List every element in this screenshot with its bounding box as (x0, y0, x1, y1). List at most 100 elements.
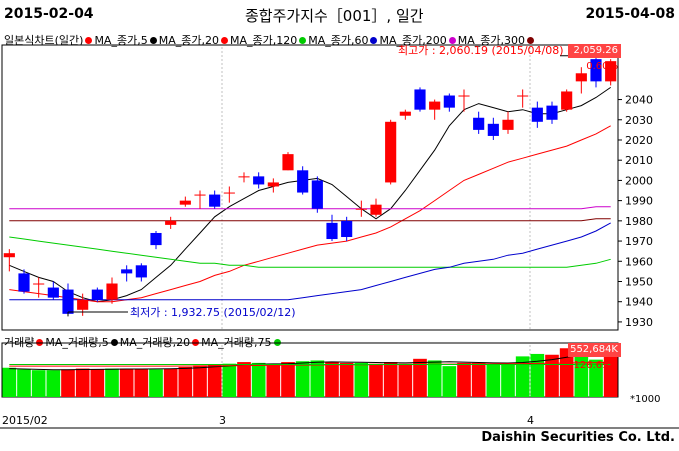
volume-bar (90, 369, 105, 397)
volume-bar (339, 362, 354, 397)
candle-body (209, 194, 221, 207)
ma-line (9, 125, 611, 303)
candle-body (3, 253, 15, 258)
candle-body (282, 154, 294, 171)
volume-bar (603, 354, 618, 397)
ma-line (9, 86, 611, 303)
volume-panel-frame (1, 342, 619, 398)
y-tick-label: 2030 (625, 114, 653, 127)
legend-swatch (299, 37, 307, 44)
candle-body (458, 95, 470, 97)
current-price-badge: 2,059.26 (568, 44, 621, 58)
y-tick-label: 1940 (625, 296, 653, 309)
volume-scale-note: *1000 (630, 394, 660, 405)
volume-bar (515, 356, 530, 397)
volume-bar (574, 354, 589, 397)
volume-bar (310, 360, 325, 397)
volume-bar (457, 362, 471, 397)
y-tick-label: 2040 (625, 94, 653, 107)
candle-body (18, 273, 30, 292)
legend-swatch (220, 37, 228, 44)
legend-ma120: MA_종가,120 (229, 34, 298, 47)
candle-body (297, 170, 309, 193)
volume-bar (149, 369, 163, 397)
volume-bar (369, 363, 383, 397)
volume-bar (398, 363, 413, 397)
candle-body (429, 101, 441, 110)
change-percent: 0.60% (586, 61, 618, 72)
candle-body (370, 204, 382, 215)
volume-bar (501, 363, 515, 397)
end-date: 2015-04-08 (585, 6, 675, 22)
volume-bar (222, 363, 237, 397)
y-tick-label: 1930 (625, 316, 653, 329)
volume-bar (2, 367, 17, 397)
candle-body (179, 200, 191, 205)
volume-bar (266, 363, 281, 397)
volume-bar (589, 359, 603, 397)
volume-bar (442, 366, 457, 397)
volume-bar (281, 362, 295, 397)
candle-body (267, 182, 279, 187)
volume-bar (193, 365, 207, 397)
legend-ma60: MA_종가,60 (308, 34, 369, 47)
candle-body (355, 208, 367, 210)
ma-line (9, 222, 611, 301)
y-tick-label: 1990 (625, 195, 653, 208)
candle-body (487, 123, 499, 136)
footer-credit: Daishin Securities Co. Ltd. (481, 430, 675, 445)
y-tick-label: 1970 (625, 235, 653, 248)
candle-body (194, 194, 206, 196)
volume-bar (17, 369, 31, 397)
ma-line (9, 218, 611, 222)
y-tick-label: 1950 (625, 275, 653, 288)
volume-bar (427, 360, 442, 397)
volume-bar (486, 364, 501, 397)
volume-ma-line (9, 361, 611, 367)
candle-body (561, 91, 573, 110)
candle-body (605, 61, 617, 82)
candle-body (253, 176, 265, 185)
volume-bar (251, 362, 266, 397)
candle-body (47, 287, 59, 298)
volume-bar (237, 362, 251, 397)
volume-bar (545, 354, 559, 397)
high-annotation: 최고가 : 2,060.19 (2015/04/08) (398, 44, 564, 57)
chart-title: 종합주가지수［001］, 일간 (245, 7, 424, 25)
candle-body (33, 283, 45, 285)
candle-body (414, 89, 426, 110)
volume-bar (559, 348, 574, 397)
legend-swatch (526, 37, 534, 44)
volume-bar (61, 369, 75, 397)
candle-body (590, 59, 602, 82)
volume-bar (75, 368, 90, 397)
candle-body (517, 95, 529, 97)
legend-swatch (448, 37, 456, 44)
ma-line (9, 236, 611, 268)
candle-body (91, 289, 103, 300)
volume-bar (31, 370, 46, 397)
y-tick-label: 1980 (625, 215, 653, 228)
x-tick-label: 2015/02 (2, 414, 48, 427)
ma-line (9, 206, 611, 210)
candle-body (62, 289, 74, 314)
candle-body (326, 222, 338, 240)
volume-bar (105, 368, 119, 397)
volume-bar (134, 369, 149, 397)
volume-ratio: 126.69% (573, 360, 619, 371)
candle-body (223, 192, 235, 194)
legend-swatch (85, 37, 93, 44)
candle-body (502, 119, 514, 130)
volume-bar (119, 368, 134, 397)
start-date: 2015-02-04 (4, 6, 94, 22)
candle-body (341, 220, 353, 238)
y-tick-label: 2000 (625, 174, 653, 187)
legend-ma200: MA_종가,200 (379, 34, 447, 47)
legend-ma300: MA_종가,300 (457, 34, 525, 47)
y-tick-label: 2010 (625, 154, 653, 167)
candle-body (165, 220, 177, 225)
volume-bar (325, 362, 339, 397)
current-volume-badge: 552,684K (568, 343, 621, 357)
